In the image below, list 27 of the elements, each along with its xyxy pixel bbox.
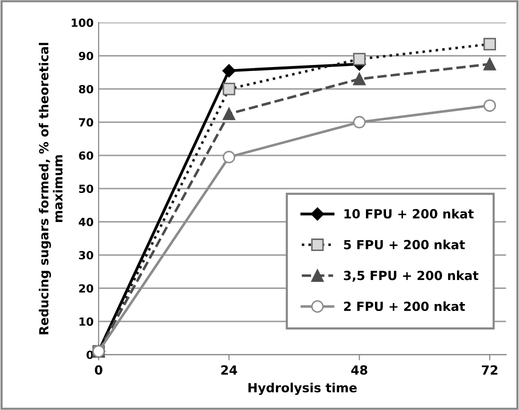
x-tick-label: 0 [94, 365, 102, 375]
y-tick-label: 40 [78, 218, 94, 226]
y-tick-label: 70 [79, 118, 94, 127]
x-axis-title: Hydrolysis time [248, 382, 357, 395]
y-tick-label: 100 [72, 18, 94, 27]
point [353, 116, 366, 128]
point [483, 58, 496, 70]
y-tick-label: 30 [79, 250, 94, 260]
point [222, 64, 236, 78]
point [222, 150, 236, 164]
x-tick-label: 24 [221, 365, 238, 375]
legend-label: 3,5 FPU + 200 nkat [344, 270, 478, 282]
y-tick-label: 50 [79, 184, 94, 193]
y-tick-label: 20 [79, 284, 94, 293]
x-tick-label: 72 [482, 365, 498, 375]
y-tick-label: 90 [78, 52, 94, 60]
legend-label: 10 FPU + 200 nkat [344, 208, 474, 219]
y-tick-label: 80 [78, 84, 94, 94]
y-tick-label: 60 [78, 151, 94, 160]
point [353, 72, 366, 86]
y-tick-label: 10 [80, 317, 94, 326]
y-axis-title: Reducing sugars formed, % of theoretical maximum [38, 42, 63, 334]
x-tick-label: 48 [351, 365, 368, 375]
legend-label: 5 FPU + 200 nkat [344, 240, 465, 250]
point [483, 99, 496, 112]
legend-label: 2 FPU + 200 nkat [344, 301, 465, 312]
point [222, 108, 236, 120]
